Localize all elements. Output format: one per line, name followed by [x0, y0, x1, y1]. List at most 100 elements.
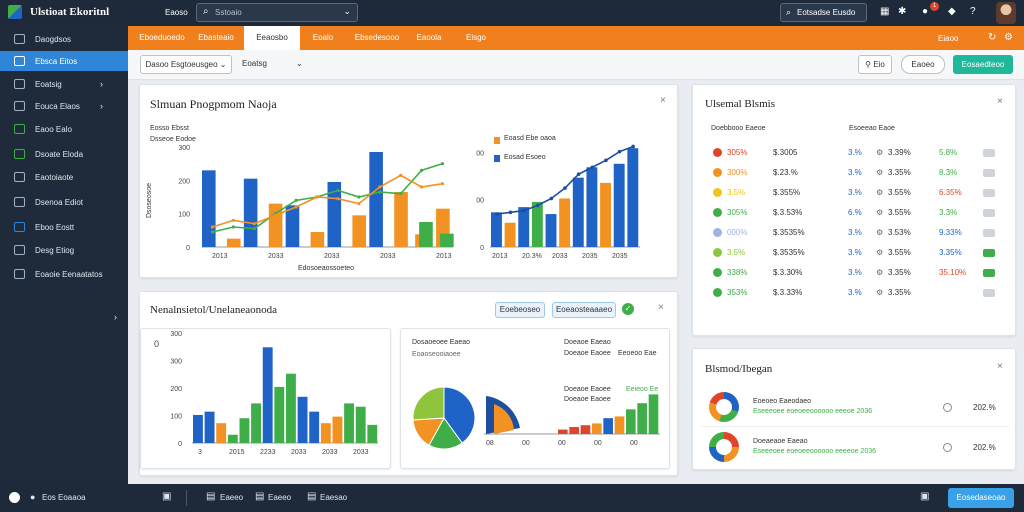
bar	[216, 423, 227, 443]
close-icon[interactable]: ×	[997, 96, 1003, 107]
filter-select[interactable]: Eoatsg ⌄	[242, 59, 306, 73]
table-row[interactable]: 338% $.3.30% 3.% ⚙ 3.35% 35.10%	[703, 263, 995, 283]
legend-swatch	[494, 137, 500, 144]
close-icon[interactable]: ×	[660, 95, 666, 106]
view-button[interactable]: Eoebeoseo	[495, 302, 545, 318]
tab[interactable]: Eisgo	[465, 33, 486, 42]
row-action-icon	[983, 269, 995, 277]
info-icon[interactable]	[943, 403, 952, 412]
help-icon[interactable]: ?	[970, 6, 976, 17]
sidebar-item[interactable]: Daogdsos	[0, 29, 128, 49]
settings-icon[interactable]: ⚙	[1004, 32, 1013, 43]
export-button[interactable]: Eaoeo	[901, 55, 945, 74]
bottom-item-icon[interactable]: ▤	[206, 491, 216, 502]
date-range-select[interactable]: Dasoo Esgtoeusgeo ⌄	[140, 55, 232, 74]
tab-bar-right-label[interactable]: Eiaoo	[938, 34, 959, 43]
summary-item-subtitle: Eseeeoee eoeoeeoooooo eeeoe 2036	[753, 408, 873, 415]
bottom-item[interactable]: Eaesao	[320, 493, 348, 502]
grid-icon[interactable]: ▣	[162, 491, 172, 502]
table-row[interactable]: 305% $.3005 3.% ⚙ 3.39% 5.8%	[703, 143, 995, 163]
data-point	[563, 186, 567, 190]
y-tick-label: 200	[178, 178, 190, 185]
data-point	[357, 202, 361, 206]
pie-chart	[412, 386, 476, 450]
bar	[627, 148, 639, 247]
bar	[558, 429, 568, 434]
sidebar-item[interactable]: Dsenoa Ediot	[0, 192, 128, 212]
search-input[interactable]: ⌕ Sstoaio ⌄	[196, 3, 358, 22]
chevron-right-icon[interactable]: ›	[100, 79, 103, 89]
filter-button[interactable]: ⚲ Eio	[858, 55, 892, 74]
table-cell: $.23.%	[773, 168, 798, 177]
gear-icon[interactable]: ✱	[898, 6, 907, 17]
y-tick-label: 0	[186, 245, 190, 252]
apps-icon[interactable]: ▦	[880, 6, 890, 17]
avatar[interactable]	[996, 2, 1016, 24]
collapse-icon[interactable]: ›	[114, 312, 117, 322]
compare-button[interactable]: Eoeaosteaaaeo	[552, 302, 616, 318]
bottom-item-icon[interactable]: ▣	[920, 491, 930, 502]
menu-label[interactable]: Eaoso	[165, 8, 188, 17]
table-row[interactable]: 3.5% $.3535% 3.% ⚙ 3.55% 3.35%	[703, 243, 995, 263]
primary-action-button[interactable]: Eosaedteoo	[953, 55, 1013, 74]
tab[interactable]: Eeaosbo	[244, 26, 300, 50]
summary-item-title: Doeaeaoe Eaeao	[753, 438, 808, 445]
sidebar-item[interactable]: Eouca Elaos ›	[0, 96, 128, 116]
row-action-icon	[983, 169, 995, 177]
sidebar-item[interactable]: Eboo Eostt	[0, 217, 128, 237]
account-select[interactable]: ⌕ Eotsadse Eusdo	[780, 3, 867, 22]
tab[interactable]: Ebsedesooo	[354, 33, 400, 42]
panel-title: Nenalnsietol/Unelaneaonoda	[150, 304, 278, 316]
table-cell: 3.39%	[888, 148, 911, 157]
close-icon[interactable]: ×	[997, 361, 1003, 372]
sidebar-item[interactable]: Ebsca Eitos	[0, 51, 128, 71]
table-row[interactable]: 353% $.3.33% 3.% ⚙ 3.35%	[703, 283, 995, 303]
series-line	[212, 174, 443, 228]
bottom-item[interactable]: Eaeeo	[220, 493, 244, 502]
row-action-icon	[983, 249, 995, 257]
summary-item[interactable]: Doeaeaoe Eaeao Eseeeoee eoeoeeoooooo eee…	[701, 429, 1009, 467]
tab[interactable]: Eoalo	[312, 33, 334, 42]
chevron-down-icon[interactable]: ⌄	[343, 6, 351, 16]
bottom-item-icon[interactable]: ▤	[255, 491, 265, 502]
row-action-icon	[983, 289, 995, 297]
sidebar-item[interactable]: Desg Etiog	[0, 240, 128, 260]
table-row[interactable]: 3.5% $.355% 3.% ⚙ 3.55% 6.35%	[703, 183, 995, 203]
bottom-item[interactable]: Eaeeo	[268, 493, 292, 502]
data-point	[315, 195, 319, 199]
sidebar-item[interactable]: Dsoate Eloda	[0, 144, 128, 164]
table-row[interactable]: 300% $.23.% 3.% ⚙ 3.35% 8.3%	[703, 163, 995, 183]
data-point	[399, 173, 403, 177]
bell-icon[interactable]: ●	[922, 6, 929, 17]
sidebar-item[interactable]: Eoatsig ›	[0, 74, 128, 94]
small-bar-chart: 08 00 00 00 00	[484, 394, 660, 447]
close-icon[interactable]: ×	[658, 302, 664, 313]
y-tick-label: 0	[480, 245, 484, 252]
table-row[interactable]: 305% $.3.53% 6.% ⚙ 3.55% 3.3%	[703, 203, 995, 223]
sidebar-item[interactable]: Eoaoie Eenaatatos	[0, 264, 128, 284]
summary-item-subtitle: Eseeeoee eoeoeeoooooo eeeeoe 2036	[753, 448, 877, 455]
tab[interactable]: Eaoola	[416, 33, 442, 42]
monitor-icon	[14, 222, 25, 232]
sidebar-item-label: Eaotoiaote	[35, 172, 74, 182]
table-cell: 353%	[727, 288, 748, 297]
bar	[569, 426, 579, 434]
tab[interactable]: Eboeduoedo	[139, 33, 185, 42]
bottom-action-button[interactable]: Eosedaseoao	[948, 488, 1014, 508]
chat-icon[interactable]	[9, 492, 20, 503]
bottom-item-icon[interactable]: ▤	[307, 491, 317, 502]
chevron-right-icon[interactable]: ›	[100, 101, 103, 111]
summary-item[interactable]: Eoeoeo Eaeodaeo Eseeeoee eoeoeeoooooo ee…	[701, 389, 1009, 427]
refresh-icon[interactable]: ↻	[988, 32, 997, 43]
filter-button-label: Eio	[873, 60, 885, 69]
data-point	[357, 195, 361, 199]
sidebar-item[interactable]: Eaotoiaote	[0, 167, 128, 187]
settings-icon: ⚙	[876, 248, 884, 257]
sidebar-item[interactable]: Eaoo Ealo	[0, 119, 128, 139]
pin-icon[interactable]: ◆	[948, 6, 956, 17]
table-row[interactable]: 000% $.3535% 3.% ⚙ 3.53% 9.33%	[703, 223, 995, 243]
status-check-icon[interactable]: ✓	[622, 303, 634, 315]
panel-title: Blsmod/Ibegan	[705, 363, 773, 375]
info-icon[interactable]	[943, 443, 952, 452]
tab[interactable]: Ebasteaio	[198, 33, 234, 42]
